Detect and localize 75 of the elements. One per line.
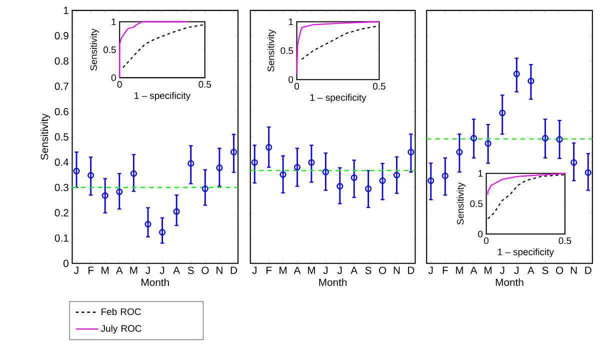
x-axis-title: Month <box>142 278 169 286</box>
x-tick-label: J <box>252 266 256 274</box>
y-tick-label: 0 <box>111 74 116 81</box>
x-tick-label: J <box>337 266 342 274</box>
x-tick-label: J <box>160 266 164 274</box>
x-tick-label: A <box>527 266 534 274</box>
legend-label: Feb ROC <box>102 308 141 315</box>
x-tick-label: D <box>408 266 414 274</box>
x-tick-label: J <box>146 266 150 274</box>
y-axis-title: Sensitivity <box>90 28 99 70</box>
x-tick-label: A <box>470 266 478 274</box>
y-axis-title: Sensitivity <box>40 113 50 160</box>
y-tick-label: 0.5 <box>104 46 116 53</box>
y-tick-label: 1 <box>64 6 68 14</box>
y-tick-label: 0.4 <box>54 158 69 166</box>
x-tick-label: O <box>378 266 386 274</box>
x-tick-label: 0.5 <box>198 80 212 88</box>
x-tick-label: J <box>514 266 518 274</box>
y-axis-title: Sensitivity <box>267 29 276 72</box>
y-tick-label: 0 <box>64 260 68 267</box>
line-series <box>119 21 188 78</box>
x-tick-label: S <box>542 266 548 274</box>
x-tick-label: J <box>500 266 504 274</box>
y-tick-label: 0 <box>478 230 483 238</box>
y-tick-label: 0.1 <box>54 234 68 242</box>
line-series <box>487 172 566 196</box>
y-tick-label: 0.5 <box>470 200 483 207</box>
x-tick-label: J <box>428 266 433 274</box>
y-tick-label: 0.2 <box>54 208 68 216</box>
y-axis-title: Sensitivity <box>456 182 466 224</box>
x-tick-label: J <box>74 266 78 274</box>
x-tick-label: D <box>585 266 592 274</box>
x-axis-title: 1 – specificity <box>498 248 554 257</box>
legend-label: July ROC <box>100 324 142 334</box>
x-tick-label: O <box>556 266 564 274</box>
line-series <box>296 21 380 74</box>
x-tick-label: O <box>202 266 209 274</box>
x-tick-label: 0.5 <box>373 82 386 90</box>
y-tick-label: 0.7 <box>54 82 68 90</box>
x-tick-label: N <box>216 266 222 274</box>
x-tick-label: A <box>350 266 358 274</box>
y-tick-label: 0.9 <box>54 32 68 40</box>
y-tick-label: 0.5 <box>280 47 294 54</box>
x-tick-label: F <box>266 266 272 274</box>
y-tick-label: 0.3 <box>54 184 68 192</box>
y-tick-label: 1 <box>288 18 293 25</box>
x-tick-label: D <box>230 266 238 274</box>
x-tick-label: M <box>308 266 315 274</box>
x-tick-label: A <box>116 266 123 274</box>
x-axis-title: 1 – specificity <box>310 94 366 103</box>
x-tick-label: J <box>323 266 328 274</box>
x-axis-title: 1 – specificity <box>134 92 191 101</box>
x-axis-title: Month <box>319 278 347 286</box>
x-tick-label: 0 <box>294 82 300 90</box>
y-tick-label: 1 <box>112 18 116 25</box>
x-tick-label: M <box>484 266 492 274</box>
y-tick-label: 1 <box>478 170 482 176</box>
y-tick-label: 0.8 <box>54 57 68 65</box>
x-tick-label: N <box>570 266 577 274</box>
x-tick-label: S <box>188 266 194 274</box>
x-tick-label: F <box>442 266 448 274</box>
x-tick-label: A <box>173 266 180 274</box>
x-tick-label: F <box>88 266 94 274</box>
x-tick-label: M <box>280 266 287 274</box>
x-axis-title: Month <box>496 278 524 286</box>
x-tick-label: A <box>294 266 301 274</box>
y-tick-label: 0.6 <box>54 108 68 116</box>
x-tick-label: 0 <box>117 80 122 88</box>
x-tick-label: M <box>102 266 109 274</box>
y-tick-label: 0 <box>288 76 294 83</box>
x-tick-label: N <box>394 266 400 274</box>
x-tick-label: M <box>456 266 463 274</box>
y-tick-label: 0.5 <box>54 133 68 140</box>
x-tick-label: S <box>365 266 372 274</box>
x-tick-label: M <box>130 266 138 274</box>
